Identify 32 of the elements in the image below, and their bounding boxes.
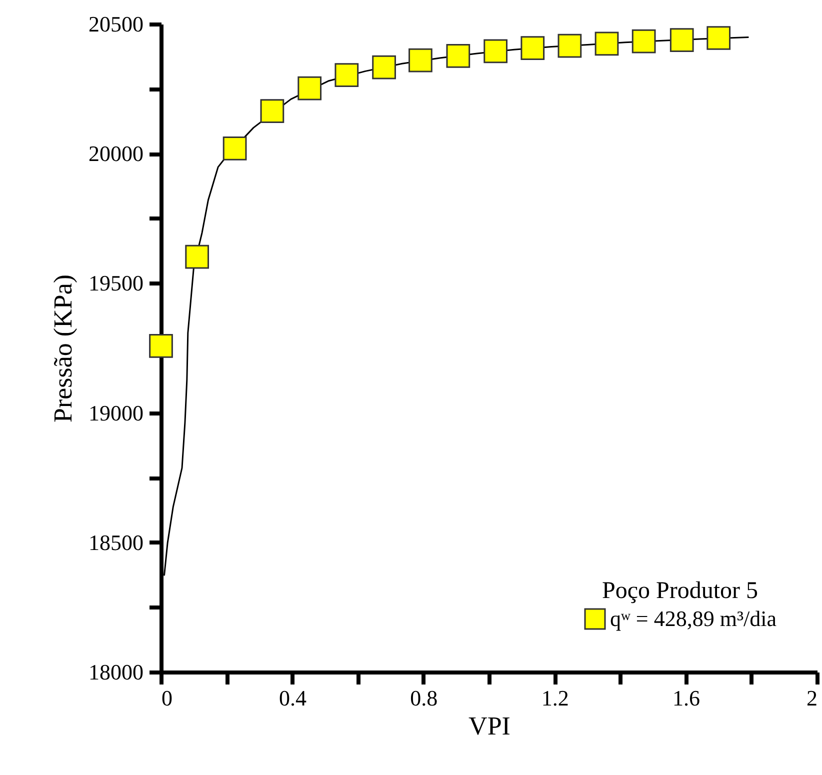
point <box>149 334 173 358</box>
y-tick-label: 20000 <box>88 141 144 166</box>
legend-title: Poço Produtor 5 <box>602 578 758 604</box>
y-axis-title: Pressão (KPa) <box>48 274 78 423</box>
point <box>372 55 396 80</box>
x-tick-label: 0.4 <box>278 686 306 710</box>
point <box>408 48 432 72</box>
point <box>334 63 359 87</box>
x-axis-title: VPI <box>468 712 510 740</box>
point <box>185 244 210 269</box>
point <box>484 39 508 64</box>
point <box>520 36 545 60</box>
point <box>222 136 247 160</box>
y-tick-label: 18500 <box>88 530 144 555</box>
x-tick-label: 1.2 <box>541 686 569 710</box>
x-tick-label: 0.8 <box>410 686 438 710</box>
point <box>446 44 470 68</box>
x-tick-label: 0 <box>162 686 172 710</box>
point <box>706 26 731 50</box>
point <box>594 32 619 56</box>
x-tick-label: 2 <box>806 686 818 710</box>
x-tick-label: 1.6 <box>672 686 700 710</box>
point <box>558 34 582 58</box>
point <box>260 99 284 124</box>
point <box>670 28 694 52</box>
y-tick-label: 18000 <box>88 660 144 684</box>
point <box>632 29 656 54</box>
legend-label: qʷ = 428,89 m³/dia <box>610 606 777 631</box>
y-tick-label: 19000 <box>88 400 144 426</box>
y-tick-label: 20500 <box>88 12 144 36</box>
point <box>298 76 322 100</box>
y-tick-label: 19500 <box>88 270 144 296</box>
